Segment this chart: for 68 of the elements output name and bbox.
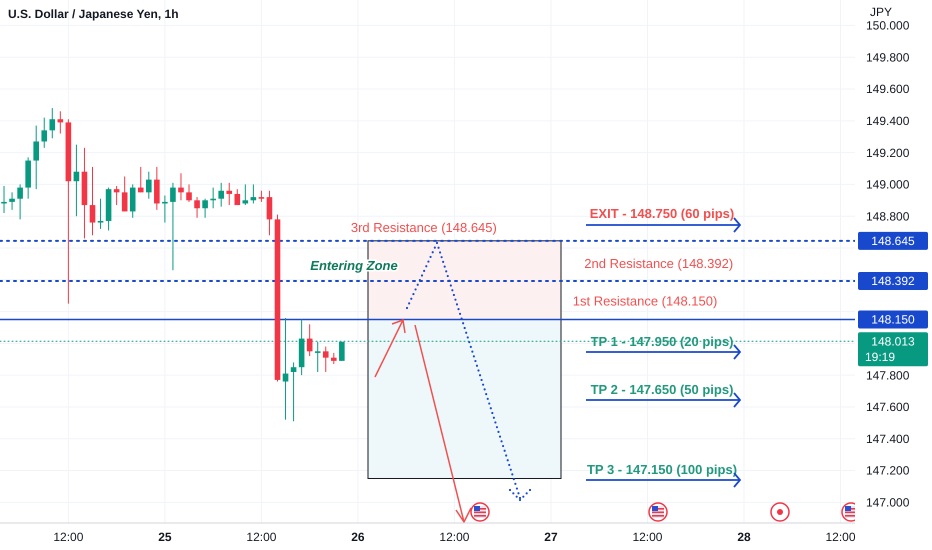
annotation: EXIT - 148.750 (60 pips): [590, 206, 734, 221]
candlestick: [210, 187, 216, 209]
candlestick: [178, 172, 184, 201]
annotation: 1st Resistance (148.150): [572, 294, 718, 309]
x-tick-label: 12:00: [246, 530, 277, 544]
candlestick: [226, 182, 232, 206]
candlestick: [138, 166, 144, 193]
ref-line-label: 148.645: [871, 234, 916, 248]
y-tick-label: 147.400: [866, 432, 910, 446]
candlestick: [114, 185, 120, 206]
candlestick: [194, 196, 200, 218]
y-tick-label: 147.200: [866, 464, 910, 478]
y-tick-label: 149.800: [866, 50, 910, 64]
y-axis-title: JPY: [870, 5, 892, 19]
candlestick: [306, 324, 312, 357]
annotation: 2nd Resistance (148.392): [584, 256, 734, 272]
y-tick-label: 149.600: [866, 82, 910, 96]
candlestick: [58, 110, 64, 134]
candlestick: [170, 182, 176, 271]
candlestick: [154, 166, 160, 210]
x-tick-label: 28: [737, 530, 751, 544]
x-tick-label: 26: [351, 530, 365, 544]
candlestick: [162, 195, 168, 224]
candlestick: [98, 198, 104, 230]
candlestick: [17, 184, 23, 220]
annotation: TP 2 - 147.650 (50 pips): [590, 382, 734, 397]
x-tick-label: 12:00: [826, 530, 856, 544]
y-tick-label: 149.200: [866, 146, 910, 160]
candlestick: [1, 185, 7, 214]
candlestick: [258, 190, 264, 202]
candlestick: [9, 192, 15, 210]
x-tick-label: 12:00: [632, 530, 663, 544]
annotation: TP 3 - 147.150 (100 pips): [586, 462, 738, 477]
y-tick-label: 148.800: [866, 209, 910, 224]
candlestick: [90, 166, 96, 236]
candlestick: [146, 171, 152, 200]
y-tick-label: 150.000: [866, 18, 910, 33]
text: 19:19: [864, 350, 896, 364]
y-tick-label: 149.400: [866, 114, 910, 128]
annotation: 3rd Resistance (148.645): [350, 220, 497, 235]
candlestick: [130, 184, 136, 218]
y-tick-label: 147.600: [866, 400, 910, 414]
candlestick: [330, 352, 337, 365]
candlestick: [266, 190, 272, 236]
y-tick-label: 147.000: [866, 496, 910, 510]
candlestick: [74, 144, 80, 217]
candlestick: [290, 362, 296, 422]
x-tick-label: 12:00: [439, 530, 470, 544]
x-tick-label: 27: [544, 530, 558, 544]
y-tick-label: 147.800: [866, 368, 910, 382]
candlestick: [202, 198, 208, 218]
ref-line-label: 148.392: [871, 274, 916, 288]
candlestick: [322, 346, 329, 372]
candlestick: [234, 188, 240, 206]
x-tick-label: 25: [158, 530, 172, 544]
candlestick: [186, 184, 192, 202]
candlestick: [242, 184, 248, 206]
candlestick: [218, 182, 224, 208]
candlestick: [33, 125, 39, 190]
x-tick-label: 12:00: [53, 530, 84, 544]
candlestick: [122, 176, 128, 212]
candlestick: [250, 184, 256, 204]
ref-line-label: 148.013: [871, 334, 916, 348]
candlestick: [49, 108, 56, 139]
text: U.S. Dollar / Japanese Yen, 1h: [8, 7, 179, 21]
y-tick-label: 149.000: [866, 178, 910, 192]
candlestick: [41, 117, 48, 148]
ref-line-label: 148.150: [871, 312, 916, 327]
